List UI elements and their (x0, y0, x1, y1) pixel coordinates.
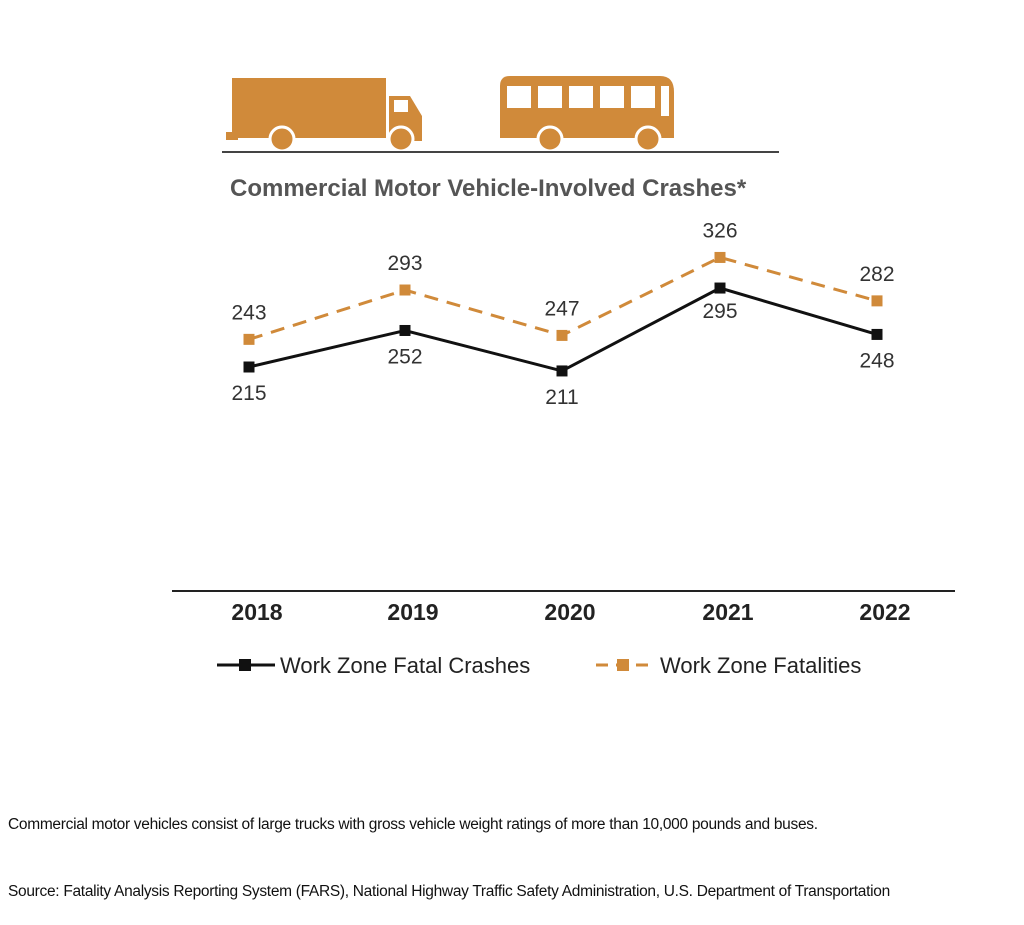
point-fatal-crashes-2019 (399, 324, 411, 336)
data-label-fatal-crashes-2022: 248 (859, 349, 894, 372)
point-fatalities-2020 (556, 329, 568, 341)
data-label-fatal-crashes-2019: 252 (387, 345, 422, 368)
point-fatalities-2021 (714, 251, 726, 263)
x-tick-label-2022: 2022 (859, 599, 910, 625)
x-tick-labels: 2018 2019 2020 2021 2022 (231, 599, 910, 625)
x-tick-label-2021: 2021 (702, 599, 753, 625)
legend: Work Zone Fatal Crashes Work Zone Fatali… (217, 653, 861, 678)
x-tick-label-2018: 2018 (231, 599, 282, 625)
data-label-fatalities-2021: 326 (702, 219, 737, 242)
legend-item-fatal-crashes: Work Zone Fatal Crashes (217, 653, 530, 678)
series-layer: 215 252 211 295 248 243 293 247 326 282 (231, 219, 894, 409)
series-fatal-crashes: 215 252 211 295 248 (231, 282, 895, 409)
truck-icon (226, 78, 422, 153)
data-label-fatal-crashes-2020: 211 (545, 386, 578, 409)
point-fatal-crashes-2018 (243, 361, 255, 373)
point-fatalities-2019 (399, 284, 411, 296)
point-fatalities-2018 (243, 333, 255, 345)
data-label-fatalities-2020: 247 (544, 297, 579, 320)
point-fatal-crashes-2020 (556, 365, 568, 377)
point-fatal-crashes-2022 (871, 328, 883, 340)
x-tick-label-2020: 2020 (544, 599, 595, 625)
series-fatalities: 243 293 247 326 282 (231, 219, 895, 345)
chart-title: Commercial Motor Vehicle-Involved Crashe… (230, 175, 747, 202)
legend-label-fatalities: Work Zone Fatalities (660, 653, 861, 678)
footnote-source: Source: Fatality Analysis Reporting Syst… (8, 883, 890, 900)
bus-icon (500, 76, 674, 153)
data-label-fatal-crashes-2018: 215 (231, 382, 266, 405)
x-tick-label-2019: 2019 (387, 599, 438, 625)
point-fatalities-2022 (871, 295, 883, 307)
data-label-fatalities-2022: 282 (859, 263, 894, 286)
footnote-definition: Commercial motor vehicles consist of lar… (8, 816, 818, 833)
point-fatal-crashes-2021 (714, 282, 726, 294)
data-label-fatalities-2018: 243 (231, 301, 266, 324)
legend-item-fatalities: Work Zone Fatalities (596, 653, 861, 678)
legend-label-fatal-crashes: Work Zone Fatal Crashes (280, 653, 530, 678)
data-label-fatalities-2019: 293 (387, 252, 422, 275)
data-label-fatal-crashes-2021: 295 (702, 300, 737, 323)
